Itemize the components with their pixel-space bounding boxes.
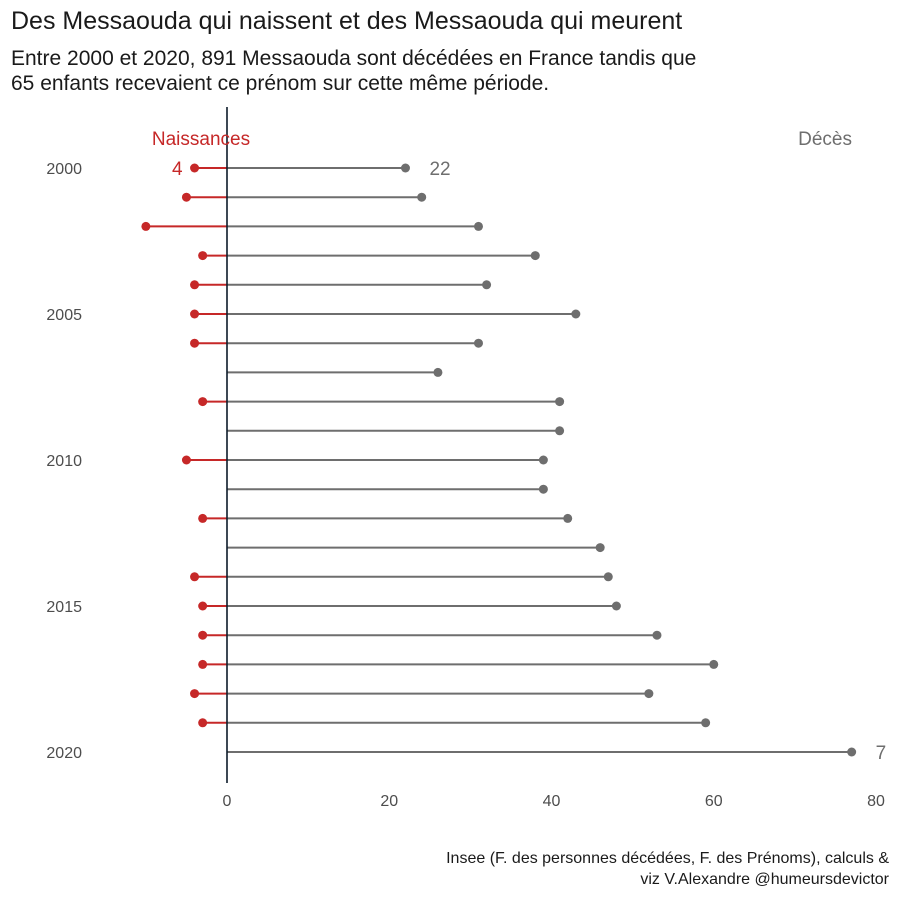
naissances-point-2004 [190, 280, 200, 290]
chart-title: Des Messaouda qui naissent et des Messao… [11, 7, 683, 35]
naissances-point-2002 [141, 221, 151, 231]
deces-point-2011 [538, 484, 548, 494]
naissances-point-2006 [190, 338, 200, 348]
naissances-point-2019 [198, 718, 208, 728]
naissances-point-2008 [198, 397, 208, 407]
series-label-naissances: Naissances [152, 129, 250, 150]
axis-ticks: 2000 2005 2010 2015 2020 0 20 40 60 80 [46, 161, 885, 810]
source-caption: Insee (F. des personnes décédées, F. des… [446, 848, 889, 890]
deces-point-2005 [571, 309, 581, 319]
naissances-point-2017 [198, 659, 208, 669]
x-tick-40: 40 [543, 793, 561, 810]
subtitle-line-2: 65 enfants recevaient ce prénom sur cett… [11, 72, 550, 95]
subtitle-line-1: Entre 2000 et 2020, 891 Messaouda sont d… [11, 47, 697, 70]
caption-line-1: Insee (F. des personnes décédées, F. des… [446, 850, 889, 867]
naissances-point-2015 [198, 601, 208, 611]
naissances-point-2014 [190, 572, 200, 582]
annotation-naissances-2000: 4 [172, 159, 183, 180]
naissances-point-2016 [198, 630, 208, 640]
deces-point-2008 [555, 397, 565, 407]
deces-point-2000 [400, 163, 410, 173]
y-tick-2005: 2005 [46, 307, 82, 324]
x-tick-80: 80 [867, 793, 885, 810]
deces-point-2013 [595, 543, 605, 553]
x-tick-20: 20 [380, 793, 398, 810]
naissances-point-2012 [198, 513, 208, 523]
deces-point-2002 [473, 221, 483, 231]
naissances-point-2001 [181, 192, 191, 202]
deces-point-2001 [417, 192, 427, 202]
deces-point-2015 [611, 601, 621, 611]
deces-point-2017 [709, 659, 719, 669]
caption-line-2: viz V.Alexandre @humeursdevictor [640, 871, 889, 888]
lollipop-bars [141, 163, 857, 757]
series-label-deces: Décès [798, 129, 852, 150]
naissances-point-2000 [190, 163, 200, 173]
naissances-point-2003 [198, 251, 208, 261]
y-tick-2020: 2020 [46, 745, 82, 762]
x-tick-0: 0 [223, 793, 232, 810]
annotation-deces-2020: 7 [876, 743, 887, 764]
y-tick-2000: 2000 [46, 161, 82, 178]
deces-point-2007 [433, 367, 443, 377]
deces-point-2019 [701, 718, 711, 728]
deces-point-2012 [563, 513, 573, 523]
naissances-point-2005 [190, 309, 200, 319]
deces-point-2010 [538, 455, 548, 465]
deces-point-2020 [847, 747, 857, 757]
naissances-point-2018 [190, 689, 200, 699]
deces-point-2016 [652, 630, 662, 640]
y-tick-2015: 2015 [46, 599, 82, 616]
y-tick-2010: 2010 [46, 453, 82, 470]
deces-point-2018 [644, 689, 654, 699]
deces-point-2003 [530, 251, 540, 261]
deces-point-2004 [482, 280, 492, 290]
deces-point-2009 [555, 426, 565, 436]
x-tick-60: 60 [705, 793, 723, 810]
deces-point-2014 [603, 572, 613, 582]
annotation-deces-2000: 22 [429, 159, 450, 180]
naissances-point-2010 [181, 455, 191, 465]
deces-point-2006 [473, 338, 483, 348]
chart-subtitle: Entre 2000 et 2020, 891 Messaouda sont d… [11, 46, 696, 96]
